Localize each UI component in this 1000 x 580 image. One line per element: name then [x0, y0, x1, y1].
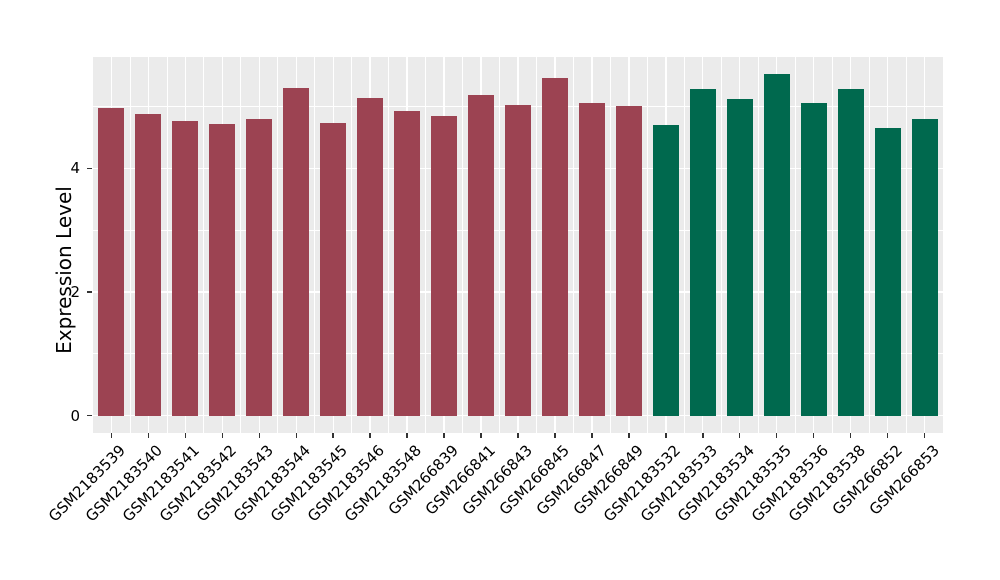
- bar-GSM2183540: [135, 113, 162, 416]
- y-axis-title: Expression Level: [52, 186, 76, 354]
- bar-GSM266849: [615, 106, 642, 416]
- bar-GSM2183546: [357, 97, 384, 416]
- bar-GSM2183532: [652, 125, 679, 416]
- y-axis-tick: [87, 291, 92, 293]
- gridline-minor-vertical: [905, 57, 907, 433]
- y-tick-label: 2: [70, 283, 80, 301]
- x-axis-tick: [702, 433, 704, 438]
- bar-GSM2183538: [837, 88, 864, 416]
- bar-GSM266847: [578, 103, 605, 416]
- y-tick-label: 0: [70, 406, 80, 425]
- x-axis-tick: [849, 433, 852, 438]
- gridline-minor-vertical: [314, 57, 316, 433]
- bar-GSM2183542: [209, 123, 236, 416]
- gridline-minor-vertical: [129, 57, 131, 433]
- x-axis-tick: [443, 433, 445, 438]
- bar-GSM266845: [541, 78, 568, 416]
- bar-GSM2183533: [689, 89, 716, 416]
- x-axis-tick: [812, 433, 815, 438]
- x-axis-tick: [258, 433, 261, 438]
- x-axis-tick: [480, 433, 482, 438]
- x-axis-tick: [738, 433, 741, 438]
- gridline-minor-vertical: [573, 57, 574, 433]
- gridline-minor-vertical: [646, 57, 648, 433]
- gridline-minor-vertical: [720, 57, 722, 433]
- gridline-minor-vertical: [794, 57, 796, 433]
- x-axis-tick: [295, 433, 297, 438]
- gridline-minor-vertical: [351, 57, 353, 433]
- gridline-minor-vertical: [536, 57, 537, 433]
- bar-GSM266852: [874, 127, 901, 416]
- x-axis-tick: [628, 433, 630, 438]
- y-tick-label: 4: [70, 159, 80, 178]
- gridline-minor-vertical: [203, 57, 205, 433]
- bar-GSM266839: [431, 115, 458, 416]
- bar-GSM2183535: [763, 74, 790, 416]
- gridline-minor-vertical: [609, 57, 611, 433]
- bar-GSM2183534: [726, 99, 753, 416]
- bar-GSM2183543: [246, 119, 273, 416]
- gridline-minor-vertical: [240, 57, 242, 433]
- x-axis-tick: [886, 433, 889, 438]
- x-axis-tick: [221, 433, 224, 438]
- bar-GSM2183548: [394, 110, 421, 416]
- x-axis-tick: [369, 433, 371, 438]
- gridline-minor-vertical: [499, 57, 500, 433]
- x-axis-tick: [554, 433, 556, 438]
- x-axis-tick: [775, 433, 778, 438]
- y-axis-tick: [87, 414, 92, 417]
- gridline-minor-vertical: [868, 57, 870, 433]
- bar-GSM2183541: [172, 121, 199, 416]
- bar-GSM2183539: [98, 107, 125, 416]
- x-axis-tick: [332, 433, 334, 438]
- bar-GSM266853: [911, 118, 938, 416]
- x-axis-tick: [517, 433, 519, 438]
- gridline-minor-vertical: [388, 57, 390, 433]
- y-axis-tick: [87, 167, 92, 170]
- gridline-minor-vertical: [683, 57, 685, 433]
- x-axis-tick: [406, 433, 408, 438]
- bar-GSM266841: [468, 94, 495, 416]
- x-axis-tick: [147, 433, 150, 438]
- plot-panel: [93, 57, 943, 433]
- x-axis-tick: [110, 433, 113, 438]
- gridline-minor-vertical: [425, 57, 426, 433]
- x-axis-tick: [923, 433, 926, 438]
- bar-GSM2183544: [283, 87, 310, 416]
- x-axis-tick: [184, 433, 187, 438]
- x-axis-tick: [591, 433, 593, 438]
- gridline-minor-vertical: [166, 57, 168, 433]
- bar-GSM266843: [505, 104, 531, 416]
- bar-GSM2183536: [800, 103, 827, 416]
- gridline-minor-vertical: [277, 57, 279, 433]
- gridline-minor-vertical: [831, 57, 833, 433]
- x-axis-tick: [665, 433, 667, 438]
- gridline-minor-vertical: [757, 57, 759, 433]
- gridline-minor-vertical: [462, 57, 463, 433]
- bar-GSM2183545: [320, 123, 347, 416]
